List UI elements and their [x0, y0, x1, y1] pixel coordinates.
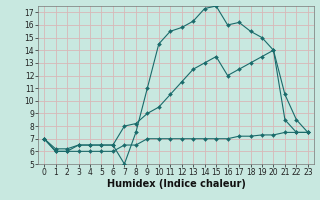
X-axis label: Humidex (Indice chaleur): Humidex (Indice chaleur) [107, 179, 245, 189]
